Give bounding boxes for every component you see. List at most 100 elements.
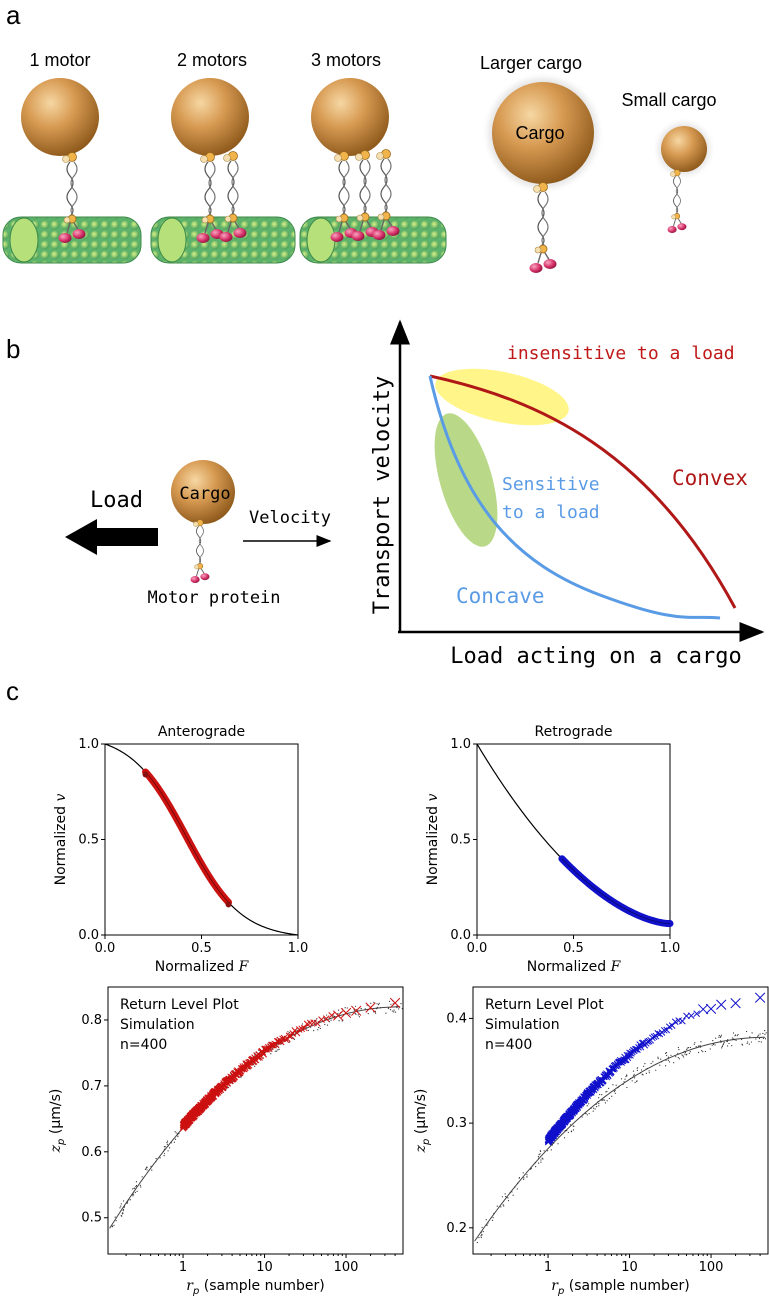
simulation-point xyxy=(131,1188,134,1190)
simulation-point xyxy=(374,1012,377,1014)
simulation-point xyxy=(387,1007,390,1010)
simulation-point xyxy=(396,1006,398,1008)
simulation-point xyxy=(734,1034,737,1036)
insensitive-label: insensitive to a load xyxy=(507,343,735,364)
cargo-sphere xyxy=(21,78,99,156)
x-tick-label: 0.0 xyxy=(467,941,488,956)
simulation-point xyxy=(539,1150,542,1152)
simulation-point xyxy=(163,1155,165,1157)
simulation-point xyxy=(122,1208,125,1211)
simulation-point xyxy=(733,1038,736,1041)
simulation-point xyxy=(734,1035,736,1037)
legend-line: Return Level Plot xyxy=(120,997,239,1013)
simulation-point xyxy=(132,1195,134,1197)
simulation-point xyxy=(511,1191,513,1193)
simulation-point xyxy=(636,1067,638,1069)
simulation-point xyxy=(120,1203,122,1205)
motor-protein-label: Motor protein xyxy=(147,588,280,608)
simulation-point xyxy=(166,1143,168,1145)
simulation-point xyxy=(114,1216,116,1218)
simulation-point xyxy=(667,1059,669,1061)
simulation-point xyxy=(134,1191,136,1194)
simulation-point xyxy=(502,1204,504,1206)
panel-letter-c: c xyxy=(6,676,19,706)
simulation-point xyxy=(765,1032,767,1034)
simulation-point xyxy=(126,1202,128,1204)
simulation-point xyxy=(128,1199,130,1201)
simulation-point xyxy=(175,1132,177,1134)
simulation-point xyxy=(681,1054,683,1056)
x-tick-label: 10 xyxy=(621,1260,638,1275)
simulation-point xyxy=(650,1062,652,1065)
panel-b: b Load Cargo Velocity Motor protein Tran… xyxy=(6,319,765,669)
data-band xyxy=(558,855,674,928)
simulation-point xyxy=(538,1154,540,1156)
simulation-point xyxy=(155,1161,157,1163)
cargo-sphere xyxy=(171,78,249,156)
simulation-point xyxy=(557,1143,559,1145)
simulation-point xyxy=(699,1044,701,1047)
simulation-point xyxy=(111,1226,113,1228)
data-point xyxy=(683,1012,690,1020)
simulation-point xyxy=(699,1046,702,1048)
simulation-point xyxy=(757,1034,760,1036)
simulation-point xyxy=(487,1222,489,1224)
data-point xyxy=(303,1020,311,1028)
concave-label: Concave xyxy=(456,584,545,608)
simulation-point xyxy=(122,1210,124,1212)
simulation-point xyxy=(648,1072,650,1074)
simulation-point xyxy=(144,1168,147,1170)
convex-curve xyxy=(429,374,737,609)
data-point xyxy=(544,1138,552,1146)
simulation-point xyxy=(178,1132,180,1135)
simulation-point xyxy=(631,1080,633,1082)
simulation-point xyxy=(501,1196,503,1198)
simulation-point xyxy=(163,1145,165,1148)
simulation-point xyxy=(155,1158,157,1160)
simulation-point xyxy=(333,1015,336,1017)
simulation-point xyxy=(391,1010,393,1012)
convex-label: Convex xyxy=(672,466,748,490)
simulation-point xyxy=(603,1099,606,1101)
simulation-point xyxy=(567,1131,569,1134)
data-point xyxy=(332,1010,344,1021)
simulation-point xyxy=(678,1058,681,1060)
simulation-point xyxy=(595,1103,597,1105)
simulation-point xyxy=(113,1224,115,1226)
data-point xyxy=(544,1137,552,1145)
simulation-point xyxy=(355,1013,357,1015)
x-tick-label: 1 xyxy=(544,1260,552,1275)
simulation-point xyxy=(643,1065,645,1067)
simulation-point xyxy=(684,1051,687,1054)
model-curve xyxy=(476,743,671,925)
simulation-point xyxy=(367,1012,369,1015)
simulation-point xyxy=(646,1067,649,1070)
simulation-point xyxy=(633,1073,635,1075)
simulation-point xyxy=(275,1050,278,1052)
simulation-point xyxy=(626,1086,628,1089)
x-axis-label: Normalized F xyxy=(527,959,622,975)
simulation-point xyxy=(491,1219,494,1221)
simulation-point xyxy=(721,1047,723,1049)
simulation-point xyxy=(726,1045,729,1047)
simulation-point xyxy=(274,1050,276,1052)
y-axis-label: zp (µm/s) xyxy=(48,1089,67,1154)
simulation-point xyxy=(620,1078,623,1080)
x-tick-label: 1 xyxy=(179,1260,187,1275)
simulation-point xyxy=(588,1103,590,1105)
simulation-point xyxy=(480,1232,482,1234)
data-point xyxy=(656,1030,664,1038)
plot-title: Retrograde xyxy=(535,724,613,740)
simulation-point xyxy=(572,1129,575,1131)
simulation-point xyxy=(270,1053,272,1055)
simulation-point xyxy=(277,1049,279,1051)
simulation-point xyxy=(758,1037,761,1040)
legend-line: Simulation xyxy=(485,1017,560,1033)
simulation-point xyxy=(526,1174,528,1176)
simulation-point xyxy=(685,1054,687,1056)
simulation-point xyxy=(718,1034,720,1037)
simulation-point xyxy=(683,1051,685,1053)
load-label: Load xyxy=(90,488,143,513)
simulation-point xyxy=(624,1078,626,1080)
y-tick-label: 1.0 xyxy=(450,737,471,752)
